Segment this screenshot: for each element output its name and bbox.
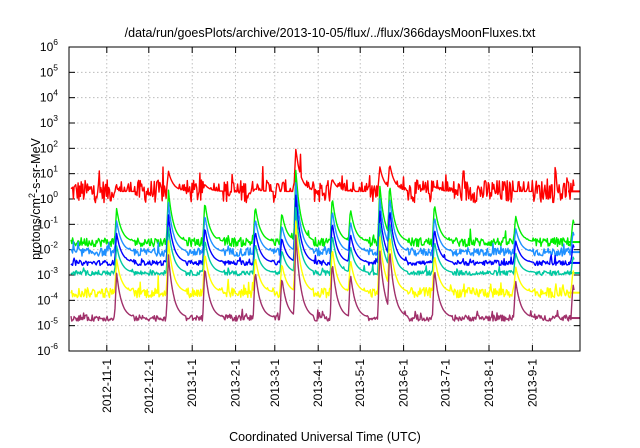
y-tick-base: 10 bbox=[40, 91, 54, 105]
y-tick-exponent: -3 bbox=[50, 265, 58, 275]
x-tick-label: 2013-2-1 bbox=[229, 359, 243, 407]
y-tick-exponent: -2 bbox=[50, 240, 58, 250]
x-tick-label: 2013-9-1 bbox=[525, 359, 539, 407]
y-tick-label: 104 bbox=[40, 88, 58, 105]
y-axis-label: protons/cm2-s-sr-MeV bbox=[27, 137, 43, 259]
y-tick-label: 102 bbox=[40, 138, 58, 155]
x-axis-label: Coordinated Universal Time (UTC) bbox=[229, 430, 421, 444]
x-tick-label: 2013-5-1 bbox=[353, 359, 367, 407]
y-tick-base: 10 bbox=[37, 319, 51, 333]
y-tick-label: 10-6 bbox=[37, 341, 58, 358]
x-tick-label: 2013-1-1 bbox=[185, 359, 199, 407]
x-tick-label: 2012-11-1 bbox=[100, 359, 114, 413]
series-line bbox=[70, 182, 575, 257]
y-tick-base: 10 bbox=[40, 116, 54, 130]
series-line bbox=[70, 169, 575, 248]
y-tick-exponent: 4 bbox=[53, 88, 58, 98]
series-line bbox=[70, 194, 575, 267]
y-tick-label: 100 bbox=[40, 189, 58, 206]
grid-lines bbox=[69, 46, 580, 352]
series-line bbox=[70, 220, 575, 299]
y-tick-base: 10 bbox=[37, 243, 51, 257]
y-tick-label: 10-4 bbox=[37, 290, 58, 307]
y-tick-exponent: 3 bbox=[53, 113, 58, 123]
x-tick-label: 2013-7-1 bbox=[439, 359, 453, 407]
y-tick-label: 10-3 bbox=[37, 265, 58, 282]
x-tick-label: 2012-12-1 bbox=[142, 359, 156, 414]
series-line bbox=[70, 206, 575, 277]
y-tick-exponent: -1 bbox=[50, 214, 58, 224]
y-tick-label: 105 bbox=[40, 62, 58, 79]
y-tick-exponent: 5 bbox=[53, 62, 58, 72]
y-axis-label-part-1: protons/cm bbox=[29, 198, 43, 260]
y-tick-exponent: 2 bbox=[53, 138, 58, 148]
y-tick-label: 10-2 bbox=[37, 240, 58, 257]
x-tick-label: 2013-4-1 bbox=[311, 359, 325, 407]
y-axis-label-part-2: -s-sr-MeV bbox=[29, 137, 43, 193]
y-tick-base: 10 bbox=[37, 344, 51, 358]
x-tick-label: 2013-8-1 bbox=[482, 359, 496, 407]
y-tick-base: 10 bbox=[37, 217, 51, 231]
series-line bbox=[70, 234, 575, 322]
y-tick-base: 10 bbox=[40, 65, 54, 79]
x-tick-label: 2013-6-1 bbox=[397, 359, 411, 407]
y-tick-labels: 10-610-510-410-310-210-11001011021031041… bbox=[37, 37, 58, 358]
y-axis-label-superscript: 2 bbox=[27, 193, 37, 198]
y-tick-base: 10 bbox=[40, 192, 54, 206]
y-tick-base: 10 bbox=[37, 268, 51, 282]
series-line bbox=[70, 148, 575, 204]
y-tick-base: 10 bbox=[37, 293, 51, 307]
y-tick-label: 10-5 bbox=[37, 316, 58, 333]
y-tick-label: 10-1 bbox=[37, 214, 58, 231]
y-tick-exponent: -4 bbox=[50, 290, 58, 300]
x-tick-label: 2013-3-1 bbox=[268, 359, 282, 407]
y-tick-exponent: -6 bbox=[50, 341, 58, 351]
y-tick-exponent: -5 bbox=[50, 316, 58, 326]
y-tick-label: 106 bbox=[40, 37, 58, 54]
series-layer bbox=[70, 148, 580, 322]
y-tick-exponent: 6 bbox=[53, 37, 58, 47]
y-tick-exponent: 1 bbox=[53, 164, 58, 174]
y-tick-label: 103 bbox=[40, 113, 58, 130]
y-tick-exponent: 0 bbox=[53, 189, 58, 199]
y-tick-base: 10 bbox=[40, 141, 54, 155]
y-tick-base: 10 bbox=[40, 167, 54, 181]
x-tick-labels: 2012-11-1 2012-12-1 2013-1-1 2013-2-1 2013-3… bbox=[100, 359, 540, 414]
y-tick-base: 10 bbox=[40, 40, 54, 54]
chart-title: /data/run/goesPlots/archive/2013-10-05/f… bbox=[125, 26, 536, 40]
y-tick-label: 101 bbox=[40, 164, 58, 181]
plot-frame bbox=[68, 46, 581, 352]
